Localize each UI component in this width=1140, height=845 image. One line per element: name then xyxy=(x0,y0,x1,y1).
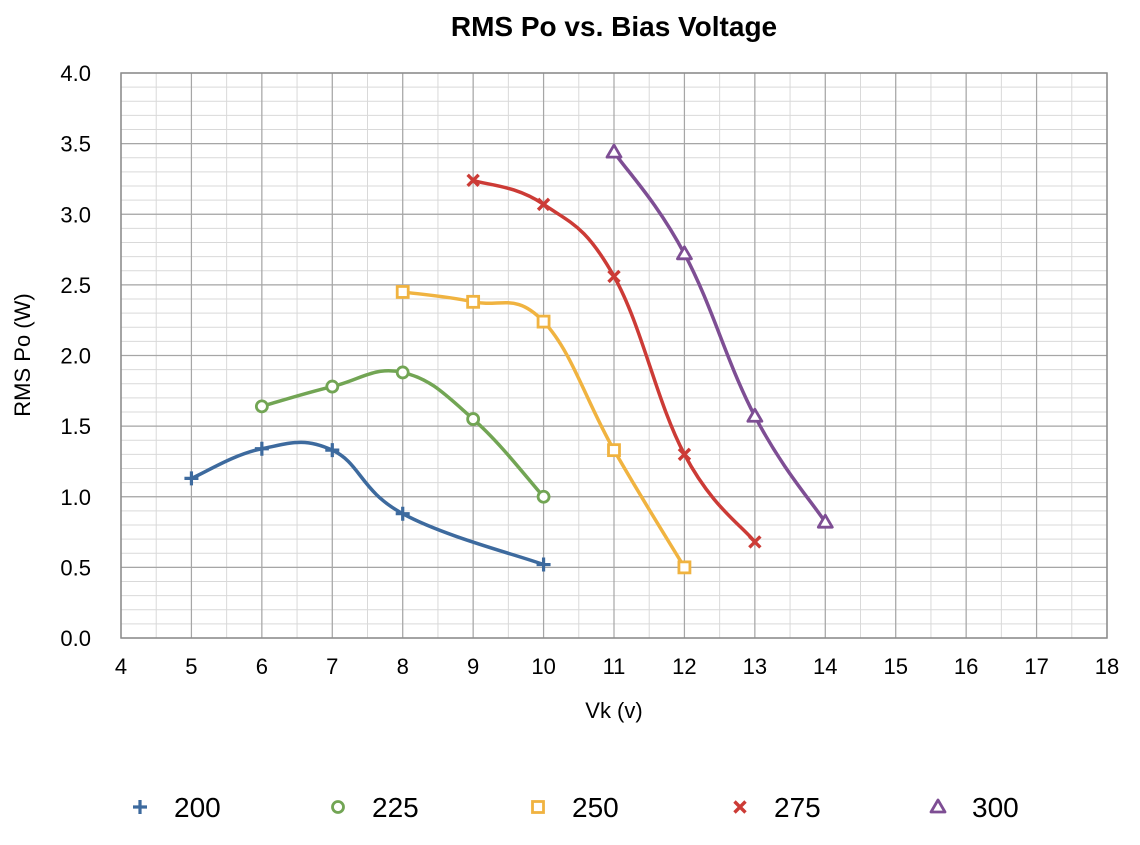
series-line-300 xyxy=(612,150,828,524)
legend: 200 225 250 275 300 xyxy=(133,792,1019,823)
legend-marker-x-icon xyxy=(733,800,747,814)
x-tick-label: 11 xyxy=(603,654,626,679)
x-tick-label: 14 xyxy=(813,654,837,679)
data-point xyxy=(677,447,692,462)
x-tick-label: 15 xyxy=(883,654,907,679)
y-axis-label: RMS Po (W) xyxy=(10,293,35,416)
x-axis-label: Vk (v) xyxy=(585,698,642,723)
x-tick-label: 18 xyxy=(1095,654,1119,679)
series-250 xyxy=(395,285,692,575)
y-tick-label: 2.5 xyxy=(60,273,91,298)
data-point xyxy=(395,285,410,299)
x-tick-label: 9 xyxy=(467,654,479,679)
data-point xyxy=(605,143,623,159)
series-line-200 xyxy=(189,440,546,567)
x-tick-label: 8 xyxy=(397,654,409,679)
data-point xyxy=(325,379,340,394)
legend-label: 225 xyxy=(372,792,419,823)
data-point xyxy=(536,557,551,572)
x-tick-label: 10 xyxy=(531,654,555,679)
series-line-275 xyxy=(471,178,757,544)
series-275 xyxy=(466,173,762,549)
y-tick-label: 4.0 xyxy=(60,61,91,86)
data-point xyxy=(816,513,834,529)
data-point xyxy=(325,443,340,458)
x-tick-label: 6 xyxy=(256,654,268,679)
y-tick-label: 2.0 xyxy=(60,344,91,369)
data-point xyxy=(395,506,410,521)
y-tick-label: 3.5 xyxy=(60,132,91,157)
y-tick-label: 0.0 xyxy=(60,626,91,651)
data-point xyxy=(676,245,693,261)
legend-item-225: 225 xyxy=(331,792,419,823)
y-tick-label: 3.0 xyxy=(60,202,91,227)
legend-item-200: 200 xyxy=(133,792,221,823)
chart-title: RMS Po vs. Bias Voltage xyxy=(451,11,777,42)
series-line-250 xyxy=(400,290,687,570)
y-tick-label: 1.0 xyxy=(60,485,91,510)
legend-item-300: 300 xyxy=(929,792,1019,823)
x-tick-label: 13 xyxy=(743,654,767,679)
data-point xyxy=(254,441,269,456)
y-tick-label: 1.5 xyxy=(60,414,91,439)
legend-item-250: 250 xyxy=(531,792,619,823)
x-tick-label: 17 xyxy=(1024,654,1048,679)
x-tick-label: 7 xyxy=(326,654,338,679)
legend-marker-triangle-icon xyxy=(929,798,947,814)
x-tick-label: 12 xyxy=(672,654,696,679)
series-layer xyxy=(184,143,834,575)
legend-marker-square-icon xyxy=(531,800,545,814)
x-tick-label: 5 xyxy=(185,654,197,679)
plot-frame xyxy=(120,72,1108,639)
legend-label: 250 xyxy=(572,792,619,823)
data-point xyxy=(746,407,764,423)
data-point xyxy=(254,399,269,414)
data-point xyxy=(184,471,199,486)
data-point xyxy=(536,197,551,212)
legend-label: 300 xyxy=(972,792,1019,823)
x-tick-label: 4 xyxy=(115,654,127,679)
y-tick-label: 0.5 xyxy=(60,555,91,580)
data-point xyxy=(536,489,551,504)
legend-label: 200 xyxy=(174,792,221,823)
legend-marker-circle-icon xyxy=(331,800,345,814)
data-point xyxy=(536,314,551,329)
legend-item-275: 275 xyxy=(733,792,821,823)
data-point xyxy=(466,412,481,426)
data-point xyxy=(466,294,481,309)
x-tick-label: 16 xyxy=(954,654,978,679)
legend-label: 275 xyxy=(774,792,821,823)
grid xyxy=(120,72,1108,639)
data-point xyxy=(395,365,410,380)
data-point xyxy=(466,173,480,188)
legend-marker-plus-icon xyxy=(133,800,147,814)
series-225 xyxy=(254,365,551,504)
series-300 xyxy=(605,143,834,529)
data-point xyxy=(677,560,692,575)
data-point xyxy=(607,443,621,458)
data-point xyxy=(607,269,621,284)
axes: 0.0 0.5 1.0 1.5 2.0 2.5 3.0 3.5 4.0 4 5 6 7 8 9 10 11 12 1… xyxy=(60,61,1119,679)
data-point xyxy=(748,535,762,549)
series-200 xyxy=(184,440,551,572)
